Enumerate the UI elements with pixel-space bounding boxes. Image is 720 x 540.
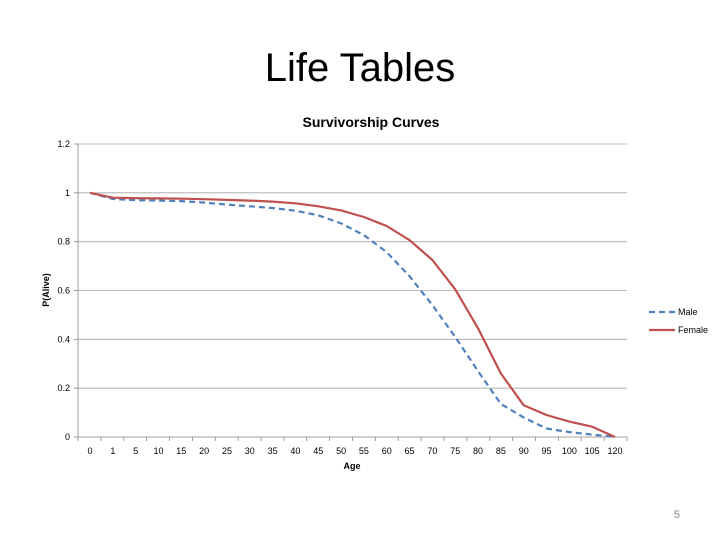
y-axis-label: P(Alive) xyxy=(41,273,51,307)
x-tick-label: 15 xyxy=(176,446,186,456)
y-tick-label: 0.6 xyxy=(57,286,70,296)
x-tick-label: 50 xyxy=(336,446,346,456)
y-tick-label: 1.2 xyxy=(57,139,70,149)
legend-label-female: Female xyxy=(678,325,708,335)
x-tick-label: 0 xyxy=(87,446,92,456)
x-tick-label: 55 xyxy=(359,446,369,456)
series-line-male xyxy=(89,191,616,439)
gridlines xyxy=(74,143,627,438)
y-tick-label: 1 xyxy=(65,188,70,198)
x-tick-label: 65 xyxy=(405,446,415,456)
x-tick-label: 120 xyxy=(607,446,622,456)
chart-title: Survivorship Curves xyxy=(303,114,440,130)
x-tick-label: 90 xyxy=(519,446,529,456)
slide-number: 5 xyxy=(673,509,680,521)
x-tick-label: 105 xyxy=(585,446,600,456)
y-tick-label: 0 xyxy=(65,432,70,442)
x-tick-label: 95 xyxy=(542,446,552,456)
x-axis-label: Age xyxy=(343,461,360,471)
series-lines xyxy=(89,191,616,439)
y-tick-label: 0.4 xyxy=(57,334,70,344)
series-line-female xyxy=(89,191,616,439)
x-tick-label: 25 xyxy=(222,446,232,456)
x-tick-label: 30 xyxy=(245,446,255,456)
x-tick-label: 1 xyxy=(110,446,115,456)
legend: Male Female xyxy=(649,307,708,335)
x-tick-label: 100 xyxy=(562,446,577,456)
x-tick-label: 75 xyxy=(450,446,460,456)
x-tick-label: 10 xyxy=(153,446,163,456)
x-tick-label: 20 xyxy=(199,446,209,456)
axes xyxy=(77,144,628,441)
x-tick-label: 5 xyxy=(133,446,138,456)
x-tick-label: 70 xyxy=(427,446,437,456)
y-tick-labels: 0 0.2 0.4 0.6 0.8 1 1.2 xyxy=(57,139,70,442)
y-tick-label: 0.2 xyxy=(57,383,70,393)
x-tick-labels: 0 1 5 10 15 20 25 30 35 40 45 50 55 60 65 70 75 80 85 90 95 1… xyxy=(87,446,622,456)
x-tick-label: 40 xyxy=(290,446,300,456)
x-tick-label: 45 xyxy=(313,446,323,456)
x-tick-label: 35 xyxy=(268,446,278,456)
x-tick-label: 60 xyxy=(382,446,392,456)
slide-title: Life Tables xyxy=(264,46,456,90)
y-tick-label: 0.8 xyxy=(57,237,70,247)
legend-label-male: Male xyxy=(678,307,698,317)
x-tick-label: 85 xyxy=(496,446,506,456)
x-tick-label: 80 xyxy=(473,446,483,456)
